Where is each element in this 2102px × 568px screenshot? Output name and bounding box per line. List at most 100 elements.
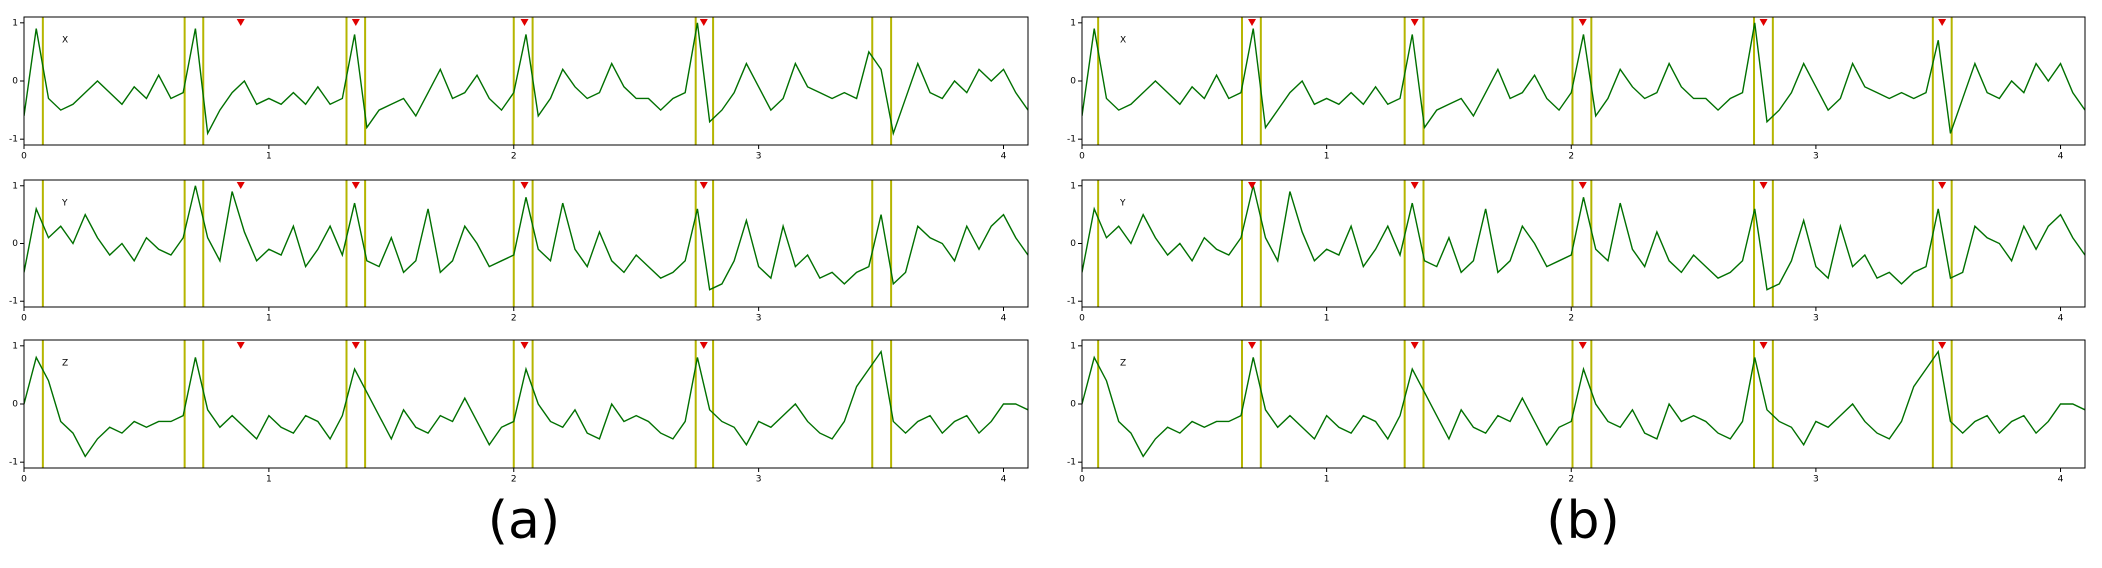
x-tick-label: 0 [1079,314,1085,324]
plot-area [24,22,1028,137]
peak-marker [1248,19,1257,26]
axes-frame [1081,339,2086,469]
signal-line [1082,349,2085,458]
axis-label: X [62,36,68,46]
peak-marker [699,182,708,189]
y-tick-label: 1 [12,181,18,191]
x-tick-label: 1 [1324,314,1330,324]
x-tick-label: 2 [1568,152,1574,162]
y-tick-label: 1 [1070,18,1076,28]
x-tick-label: 3 [756,314,762,324]
x-tick-label: 0 [21,475,27,485]
peak-marker [351,19,360,26]
y-tick-label: -1 [9,135,18,145]
x-tick-label: 0 [21,314,27,324]
x-tick-label: 4 [2058,475,2064,485]
axis-label: X [1120,36,1126,46]
x-tick-label: 4 [1001,314,1007,324]
peak-marker [1248,182,1257,189]
peak-marker [1578,19,1587,26]
x-tick-label: 4 [2058,152,2064,162]
y-tick-label: 0 [1070,400,1076,410]
axis-label: Z [1120,359,1126,369]
signal-line [24,22,1028,137]
x-tick-label: 2 [511,314,517,324]
peak-marker [236,182,245,189]
x-tick-label: 3 [1813,475,1819,485]
plot-area [24,185,1028,291]
x-tick-label: 1 [266,314,272,324]
peak-marker [236,342,245,349]
caption: (b) [1546,491,1620,551]
signal-line [1082,185,2085,291]
x-tick-label: 1 [1324,152,1330,162]
axis-label: Z [62,359,68,369]
axes-frame [23,339,1029,469]
plot-area [1082,349,2085,458]
peak-marker [1759,342,1768,349]
peak-marker [1410,182,1419,189]
x-tick-label: 1 [1324,475,1330,485]
x-tick-label: 3 [1813,152,1819,162]
peak-marker [1938,342,1947,349]
x-tick-label: 0 [1079,475,1085,485]
x-tick-label: 4 [2058,314,2064,324]
peak-marker [520,342,529,349]
plot-area [1082,22,2085,134]
axis-label: Y [1119,198,1126,208]
peak-marker [1938,182,1947,189]
signal-line [24,349,1028,458]
y-tick-label: -1 [9,458,18,468]
peak-marker [351,182,360,189]
x-tick-label: 3 [756,152,762,162]
x-tick-label: 2 [1568,314,1574,324]
peak-marker [520,182,529,189]
y-tick-label: 0 [12,239,18,249]
x-tick-label: 3 [756,475,762,485]
caption: (a) [488,491,560,551]
y-tick-label: 0 [1070,77,1076,87]
plot-area [1082,185,2085,291]
x-tick-label: 2 [511,152,517,162]
y-tick-label: 0 [12,400,18,410]
peak-marker [236,19,245,26]
y-tick-label: 1 [1070,341,1076,351]
peak-marker [1410,342,1419,349]
peak-marker [1938,19,1947,26]
peak-marker [699,19,708,26]
y-tick-label: 0 [1070,239,1076,249]
x-tick-label: 1 [266,152,272,162]
y-tick-label: -1 [9,297,18,307]
y-tick-label: 0 [12,77,18,87]
x-tick-label: 2 [511,475,517,485]
y-tick-label: -1 [1067,297,1076,307]
peak-marker [1248,342,1257,349]
signal-line [1082,22,2085,134]
peak-marker [1578,182,1587,189]
x-tick-label: 0 [21,152,27,162]
peak-marker [1759,182,1768,189]
y-tick-label: -1 [1067,135,1076,145]
x-tick-label: 4 [1001,475,1007,485]
axis-label: Y [61,198,68,208]
peak-marker [1578,342,1587,349]
peak-marker [699,342,708,349]
x-tick-label: 4 [1001,152,1007,162]
peak-marker [520,19,529,26]
x-tick-label: 2 [1568,475,1574,485]
x-tick-label: 0 [1079,152,1085,162]
y-tick-label: -1 [1067,458,1076,468]
peak-marker [351,342,360,349]
y-tick-label: 1 [12,341,18,351]
peak-marker [1410,19,1419,26]
x-tick-label: 3 [1813,314,1819,324]
x-tick-label: 1 [266,475,272,485]
